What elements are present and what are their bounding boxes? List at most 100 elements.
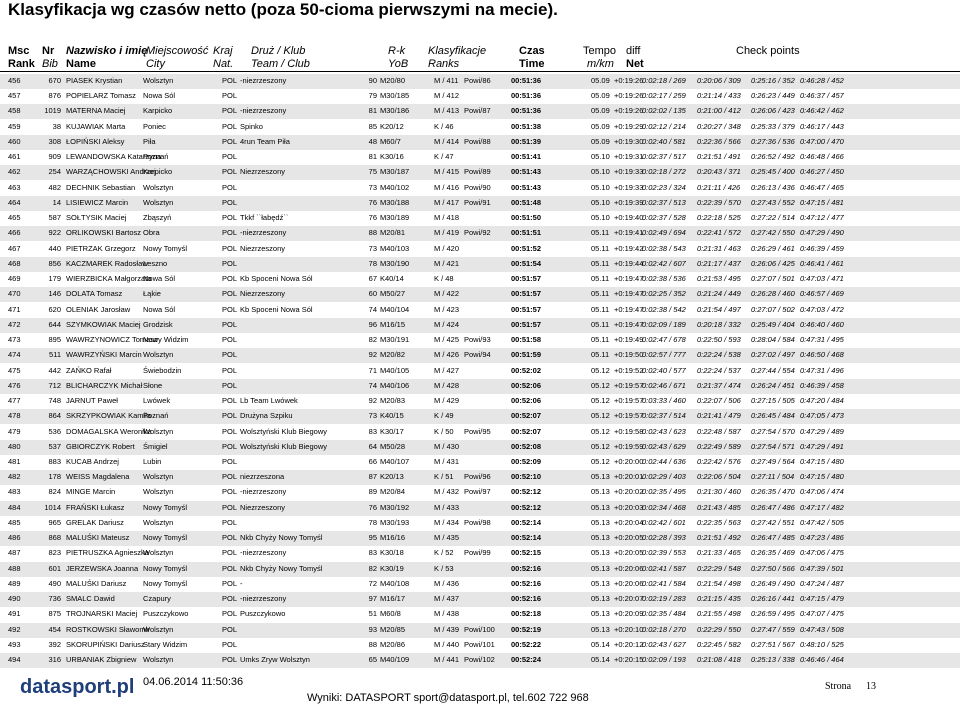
cell: 0:47:15 / 480	[800, 472, 844, 482]
cell: 0:48:10 / 525	[800, 639, 844, 649]
cell: POL	[222, 365, 238, 375]
cell: 670	[48, 76, 61, 85]
cell: 0:22:24 / 538	[697, 350, 741, 360]
cell: 0:21:14 / 433	[697, 91, 741, 101]
cell: Nowa Sól	[143, 91, 176, 101]
cell: -niezrzeszony	[240, 106, 287, 116]
cell: +0:20:12	[614, 639, 644, 649]
cell: 81	[368, 152, 377, 162]
cell: 05.13	[591, 548, 610, 558]
cell: 05.11	[591, 228, 610, 238]
cell: +0:20:10	[614, 624, 644, 634]
cell: 92	[368, 396, 377, 406]
cell: 76	[368, 213, 377, 223]
cell: 0:25:49 / 404	[751, 319, 795, 329]
cell: 51	[368, 609, 377, 619]
cell: 474	[8, 350, 21, 360]
cell: 0:02:40 / 581	[642, 136, 686, 146]
cell: WARZĄCHOWSKI Andrzej	[66, 167, 156, 177]
cell: 0:02:35 / 484	[642, 609, 686, 619]
cell: 0:47:17 / 482	[800, 502, 844, 512]
cell: M40/105	[380, 365, 410, 375]
cell: +0:19:41	[614, 228, 644, 238]
cell: 0:46:39 / 458	[800, 380, 844, 390]
cell: 0:02:38 / 543	[642, 243, 686, 253]
cell: 0:47:29 / 490	[800, 228, 844, 238]
cell: 0:22:24 / 537	[697, 365, 741, 375]
cell: M / 437	[434, 594, 460, 604]
cell: 0:21:54 / 497	[697, 304, 741, 314]
cell: JERZEWSKA Joanna	[66, 563, 139, 573]
cell: +0:19:50	[614, 350, 644, 360]
cell: Nowy Tomyśl	[143, 563, 188, 573]
cell: 748	[48, 396, 61, 406]
cell: 479	[8, 426, 21, 436]
row-stripe	[0, 317, 960, 333]
cell: +0:19:42	[614, 243, 644, 253]
cell: 92	[368, 350, 377, 360]
cell: M20/85	[380, 624, 406, 634]
cell: 0:02:37 / 528	[642, 213, 686, 223]
cell: GBIORCZYK Robert	[66, 441, 135, 451]
cell: 493	[8, 639, 21, 649]
cell: Powi/89	[464, 167, 491, 177]
cell: 461	[8, 152, 21, 162]
cell: Obra	[143, 228, 160, 238]
cell: 392	[48, 639, 61, 649]
cell: 0:02:19 / 283	[642, 594, 686, 604]
timestamp: 04.06.2014 11:50:36	[143, 676, 244, 688]
cell: 0:02:38 / 542	[642, 304, 686, 314]
cell: 0:02:37 / 513	[642, 197, 686, 207]
cell: Powi/92	[464, 228, 491, 238]
cell: K30/19	[380, 563, 404, 573]
cell: POL	[222, 258, 238, 268]
cell: M / 436	[434, 578, 460, 588]
cell: 0:47:20 / 484	[800, 396, 844, 406]
cell: Poznań	[143, 152, 169, 162]
cell: 922	[48, 228, 61, 238]
row-stripe	[0, 653, 960, 669]
cell: K / 52	[434, 548, 454, 558]
cell: 05.12	[591, 457, 610, 466]
row-stripe	[0, 500, 960, 516]
cell: M30/193	[380, 517, 410, 527]
cell: 0:02:28 / 393	[642, 533, 686, 543]
cell: 05.13	[591, 487, 610, 497]
cell: 05.09	[591, 121, 610, 131]
cell: Słone	[143, 380, 163, 390]
cell: +0:20:07	[614, 594, 644, 604]
cell: 0:02:44 / 636	[642, 457, 686, 466]
cell: 0:47:23 / 486	[800, 533, 844, 543]
cell: 95	[368, 533, 377, 543]
cell: 473	[8, 335, 21, 345]
cell: POL	[222, 213, 238, 223]
cell: 05.09	[591, 76, 610, 85]
cell: 0:47:42 / 505	[800, 517, 844, 527]
cell: 00:52:16	[511, 578, 542, 588]
cell: 00:52:14	[511, 533, 542, 543]
cell: 00:52:12	[511, 487, 542, 497]
cell: GRELAK Dariusz	[66, 517, 124, 527]
cell: 74	[368, 304, 377, 314]
cell: Poznań	[143, 411, 169, 421]
cell: SKORUPIŃSKI Dariusz	[66, 639, 145, 649]
cell: POL	[222, 167, 238, 177]
cell: 736	[48, 594, 61, 604]
cell: 0:27:42 / 551	[751, 517, 795, 527]
header-label: Team / Club	[251, 58, 310, 70]
cell: M / 411	[434, 76, 459, 85]
cell: niezrzeszona	[240, 472, 285, 482]
cell: Poniec	[143, 121, 166, 131]
cell: 05.13	[591, 472, 610, 482]
cell: K20/12	[380, 121, 404, 131]
cell: 00:51:43	[511, 182, 542, 192]
cell: 00:52:24	[511, 655, 542, 665]
cell: M20/83	[380, 396, 406, 406]
cell: 468	[8, 258, 21, 268]
cell: Lubin	[143, 457, 162, 466]
cell: 0:47:15 / 481	[800, 197, 844, 207]
cell: ŁOPIŃSKI Aleksy	[66, 136, 125, 146]
cell: M / 423	[434, 304, 460, 314]
header-label: Nr	[42, 45, 55, 57]
